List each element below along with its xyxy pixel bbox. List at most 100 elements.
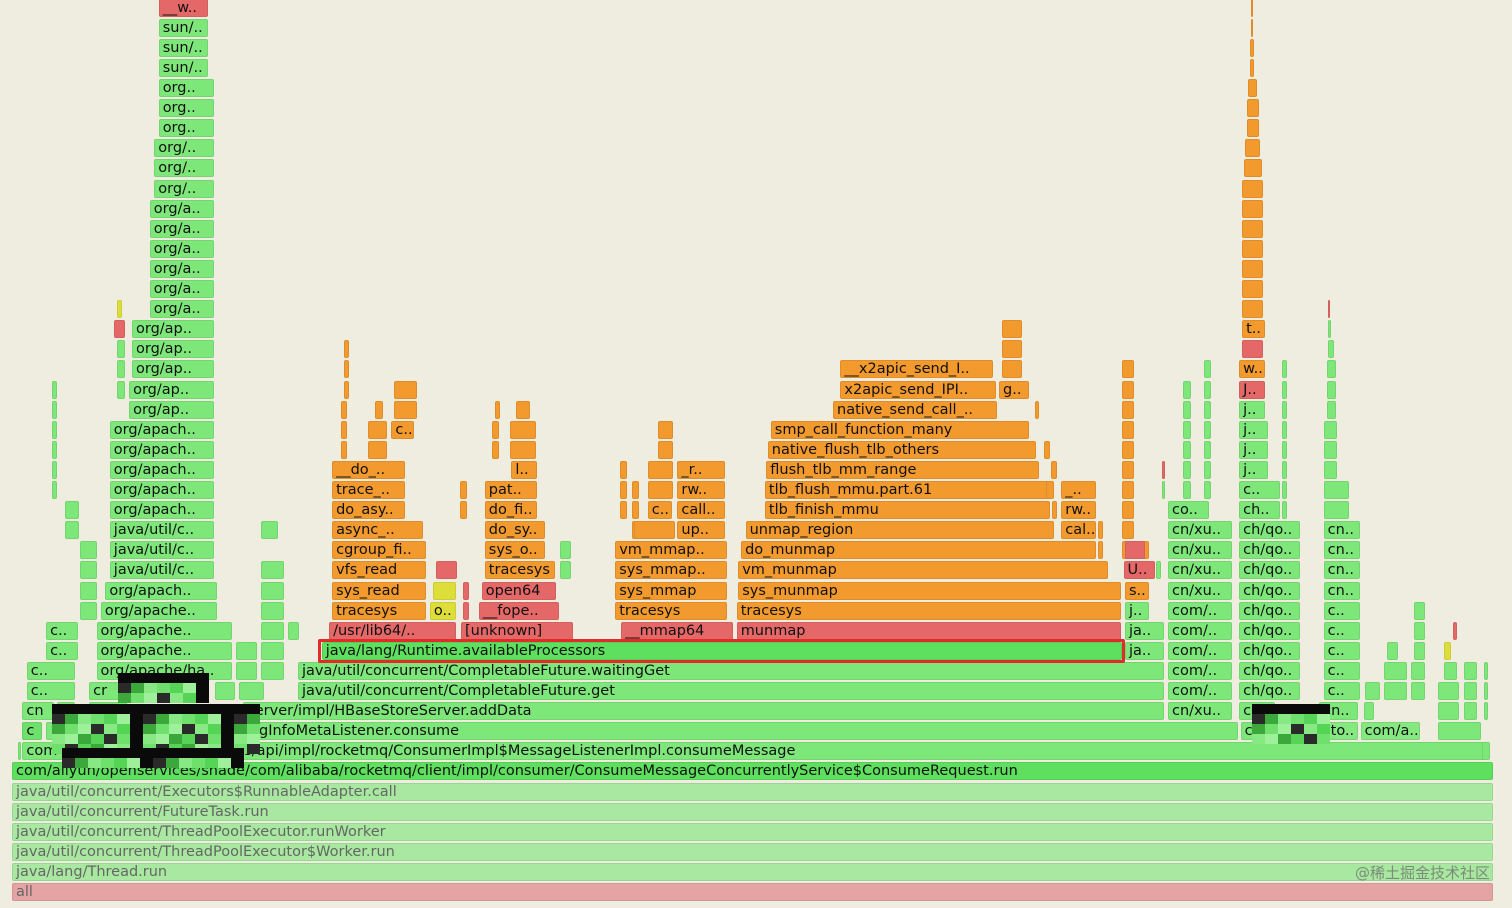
flame-frame[interactable] bbox=[1122, 360, 1135, 379]
flame-frame[interactable] bbox=[235, 641, 257, 660]
flame-frame[interactable] bbox=[394, 400, 418, 419]
flame-frame[interactable]: org/apach.. bbox=[109, 501, 214, 520]
flame-frame[interactable] bbox=[261, 561, 284, 580]
flame-frame[interactable]: j.. bbox=[1125, 601, 1150, 620]
flame-frame[interactable]: ch/qo.. bbox=[1239, 581, 1301, 600]
flame-frame[interactable] bbox=[1242, 259, 1264, 278]
flame-frame[interactable] bbox=[1002, 360, 1022, 379]
flame-frame[interactable]: java/util/c.. bbox=[109, 521, 214, 540]
flame-frame[interactable] bbox=[1122, 521, 1135, 540]
flame-frame[interactable] bbox=[1182, 400, 1191, 419]
flame-frame[interactable] bbox=[1365, 682, 1381, 700]
flame-frame[interactable] bbox=[52, 380, 57, 399]
flame-frame[interactable]: java/util/concurrent/ThreadPoolExecutor$… bbox=[12, 842, 1493, 861]
flame-frame[interactable]: _.. bbox=[1061, 481, 1096, 499]
flame-frame[interactable] bbox=[1282, 360, 1287, 379]
flame-frame[interactable]: cn/xu.. bbox=[1168, 561, 1233, 580]
flame-frame[interactable]: sys_munmap bbox=[738, 581, 1121, 600]
flame-frame[interactable] bbox=[367, 420, 388, 439]
flame-frame[interactable] bbox=[1328, 300, 1330, 319]
flame-frame[interactable] bbox=[1122, 440, 1135, 459]
flame-frame[interactable]: cn.. bbox=[1323, 561, 1360, 580]
flame-frame[interactable] bbox=[619, 501, 628, 520]
flame-frame[interactable]: org/a.. bbox=[149, 239, 214, 258]
flame-frame[interactable]: co.. bbox=[1168, 501, 1209, 520]
flame-frame[interactable]: ch/qo.. bbox=[1239, 521, 1301, 540]
flame-frame[interactable]: java/util/concurrent/FutureTask.run bbox=[12, 802, 1493, 821]
flame-frame[interactable] bbox=[1242, 219, 1264, 238]
flame-frame[interactable]: org/ap.. bbox=[132, 340, 214, 359]
flame-frame[interactable]: java/util/concurrent/ThreadPoolExecutor.… bbox=[12, 822, 1493, 841]
flame-frame[interactable]: /usr/lib64/.. bbox=[329, 621, 456, 640]
flame-frame[interactable]: org.. bbox=[158, 79, 214, 97]
flame-frame[interactable] bbox=[238, 682, 265, 700]
flame-frame[interactable] bbox=[344, 360, 349, 379]
flame-frame[interactable]: com/.. bbox=[1168, 682, 1233, 700]
flame-frame[interactable] bbox=[1328, 340, 1335, 359]
flame-frame[interactable] bbox=[1282, 380, 1287, 399]
flame-frame[interactable] bbox=[1203, 481, 1212, 499]
flame-frame[interactable]: org/ap.. bbox=[129, 380, 215, 399]
flame-frame[interactable] bbox=[619, 481, 628, 499]
flame-frame[interactable]: c.. bbox=[1323, 661, 1360, 680]
flame-frame[interactable]: j.. bbox=[1239, 420, 1268, 439]
flame-frame[interactable] bbox=[1245, 139, 1261, 158]
flame-frame[interactable] bbox=[1203, 440, 1212, 459]
flame-frame[interactable]: c.. bbox=[1323, 682, 1360, 700]
flame-frame[interactable] bbox=[462, 601, 469, 620]
flame-frame[interactable] bbox=[1323, 481, 1350, 499]
flame-frame[interactable]: [unknown] bbox=[461, 621, 573, 640]
flame-frame[interactable] bbox=[658, 420, 674, 439]
flame-frame[interactable] bbox=[1437, 722, 1482, 741]
flame-frame[interactable] bbox=[1326, 380, 1336, 399]
flame-frame[interactable] bbox=[1411, 661, 1425, 680]
flame-frame[interactable] bbox=[510, 420, 536, 439]
flame-frame[interactable] bbox=[1323, 440, 1338, 459]
flame-frame[interactable] bbox=[1182, 460, 1191, 479]
flame-frame[interactable] bbox=[634, 521, 675, 540]
flame-frame[interactable]: c.. bbox=[26, 661, 75, 680]
flame-frame[interactable] bbox=[432, 581, 456, 600]
flame-frame[interactable]: s/api/impl/rocketmq/ConsumerImpl$Message… bbox=[240, 742, 1483, 761]
flame-frame[interactable] bbox=[1251, 0, 1253, 17]
flame-frame[interactable] bbox=[492, 440, 499, 459]
flame-frame[interactable]: __fope.. bbox=[478, 601, 560, 620]
flame-frame[interactable] bbox=[1282, 481, 1287, 499]
flame-frame[interactable] bbox=[1246, 99, 1259, 118]
flame-frame[interactable]: c.. bbox=[1323, 621, 1360, 640]
flame-frame[interactable] bbox=[1464, 702, 1477, 721]
flame-frame[interactable] bbox=[1464, 661, 1477, 680]
flame-frame[interactable] bbox=[1162, 481, 1166, 499]
flame-frame[interactable] bbox=[1483, 682, 1489, 700]
flame-frame[interactable] bbox=[492, 420, 499, 439]
flame-frame[interactable]: w.. bbox=[1239, 360, 1265, 379]
flame-frame[interactable] bbox=[1203, 360, 1212, 379]
flame-frame[interactable]: tlb_finish_mmu bbox=[764, 501, 1050, 520]
flame-frame[interactable] bbox=[80, 601, 97, 620]
flame-frame[interactable]: java/util/concurrent/Executors$RunnableA… bbox=[12, 782, 1493, 801]
flame-frame[interactable]: c bbox=[22, 722, 43, 741]
flame-frame[interactable] bbox=[117, 300, 123, 319]
flame-frame[interactable] bbox=[1050, 460, 1058, 479]
flame-frame[interactable] bbox=[1043, 440, 1050, 459]
flame-frame[interactable]: unmap_region bbox=[745, 521, 1055, 540]
flame-frame[interactable]: l.. bbox=[511, 460, 538, 479]
flame-frame[interactable]: tracesys bbox=[484, 561, 555, 580]
flame-frame[interactable]: c.. bbox=[46, 641, 78, 660]
flame-frame[interactable] bbox=[1452, 621, 1458, 640]
flame-frame[interactable] bbox=[367, 440, 388, 459]
flame-frame[interactable] bbox=[1034, 400, 1040, 419]
flame-frame[interactable]: java/util/concurrent/CompletableFuture.w… bbox=[298, 661, 1164, 680]
flame-frame[interactable] bbox=[647, 460, 674, 479]
flame-frame[interactable]: smp_call_function_many bbox=[770, 420, 1030, 439]
flame-frame[interactable] bbox=[1384, 682, 1407, 700]
flame-frame[interactable]: org.. bbox=[158, 99, 214, 118]
flame-frame[interactable] bbox=[52, 440, 57, 459]
flame-frame[interactable] bbox=[1203, 460, 1212, 479]
flame-frame[interactable] bbox=[1203, 380, 1212, 399]
flame-frame[interactable]: sys_o.. bbox=[484, 541, 545, 560]
flame-frame[interactable] bbox=[1323, 420, 1338, 439]
flame-frame[interactable]: async_.. bbox=[332, 521, 423, 540]
flame-frame[interactable] bbox=[459, 481, 468, 499]
flame-frame[interactable]: ch/qo.. bbox=[1239, 682, 1301, 700]
